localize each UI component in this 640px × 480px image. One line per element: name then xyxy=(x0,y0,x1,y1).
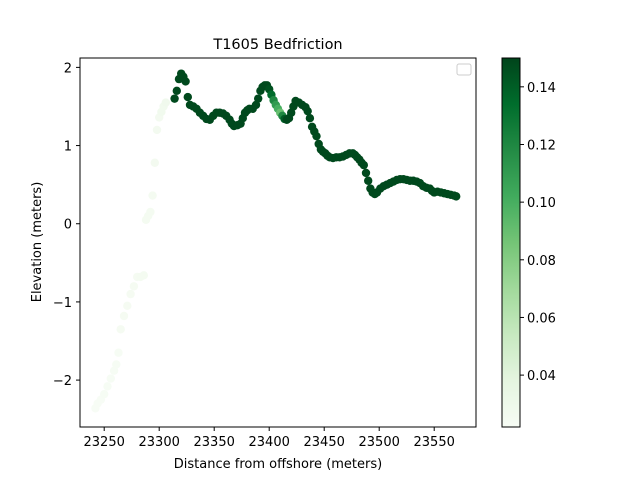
scatter-point xyxy=(152,125,162,135)
scatter-point xyxy=(148,191,157,200)
x-tick-label: 23300 xyxy=(139,435,180,450)
plot-background xyxy=(80,58,476,427)
scatter-point xyxy=(146,207,155,217)
scatter-point xyxy=(305,114,315,123)
scatter-point xyxy=(119,311,129,321)
scatter-point xyxy=(170,94,179,103)
y-tick-label: −2 xyxy=(53,374,72,389)
y-tick-label: 1 xyxy=(64,140,72,155)
colorbar-ticks: 0.04 0.06 0.08 0.10 0.12 0.14 xyxy=(520,81,556,384)
x-tick-label: 23400 xyxy=(249,435,290,450)
scatter-point xyxy=(150,158,159,167)
scatter-point xyxy=(312,131,321,141)
x-tick-label: 23250 xyxy=(84,435,125,450)
scatter-points xyxy=(91,69,461,413)
plot-area xyxy=(79,57,477,428)
scatter-point xyxy=(359,160,368,170)
legend xyxy=(456,63,472,76)
scatter-point xyxy=(181,77,190,86)
x-tick-label: 23450 xyxy=(304,435,345,450)
scatter-point xyxy=(139,271,148,280)
scatter-point xyxy=(103,382,112,391)
colorbar-tick-label: 0.12 xyxy=(527,138,556,153)
scatter-point xyxy=(183,92,192,102)
scatter-point xyxy=(161,98,170,107)
x-tick-label: 23550 xyxy=(414,435,455,450)
plot-frame xyxy=(79,57,477,428)
y-axis-label: Elevation (meters) xyxy=(30,182,45,303)
y-tick-label: −1 xyxy=(53,296,72,311)
colorbar-tick-label: 0.04 xyxy=(527,369,556,384)
x-axis: 23250 23300 23350 23400 23450 23500 23550 xyxy=(84,427,455,450)
colorbar-tick-label: 0.08 xyxy=(527,254,556,269)
scatter-point xyxy=(114,348,123,357)
scatter-point xyxy=(364,176,373,185)
colorbar-tick-label: 0.10 xyxy=(527,196,556,211)
scatter-point xyxy=(361,168,371,178)
colorbar-tick-label: 0.14 xyxy=(527,81,556,96)
colorbar: 0.04 0.06 0.08 0.10 0.12 0.14 xyxy=(501,57,556,428)
y-tick-label: 0 xyxy=(64,218,72,233)
scatter-point xyxy=(116,325,125,334)
y-tick-label: 2 xyxy=(64,61,72,76)
x-tick-label: 23350 xyxy=(194,435,235,450)
scatter-point xyxy=(452,192,461,201)
y-axis: −2 −1 0 1 2 xyxy=(53,61,80,389)
scatter-point xyxy=(172,86,181,96)
scatter-point xyxy=(100,389,109,399)
scatter-point xyxy=(126,289,135,299)
scatter-point xyxy=(303,106,312,116)
x-axis-label: Distance from offshore (meters) xyxy=(174,457,382,472)
colorbar-gradient xyxy=(501,57,521,428)
legend-box xyxy=(456,63,472,76)
scatter-point xyxy=(254,94,263,103)
scatter-point xyxy=(129,282,139,291)
scatter-point xyxy=(112,360,121,369)
chart-title: T1605 Bedfriction xyxy=(212,37,342,53)
scatter-point xyxy=(123,301,132,311)
colorbar-tick-label: 0.06 xyxy=(527,311,556,326)
x-tick-label: 23500 xyxy=(359,435,400,450)
scatter-point xyxy=(106,374,116,383)
